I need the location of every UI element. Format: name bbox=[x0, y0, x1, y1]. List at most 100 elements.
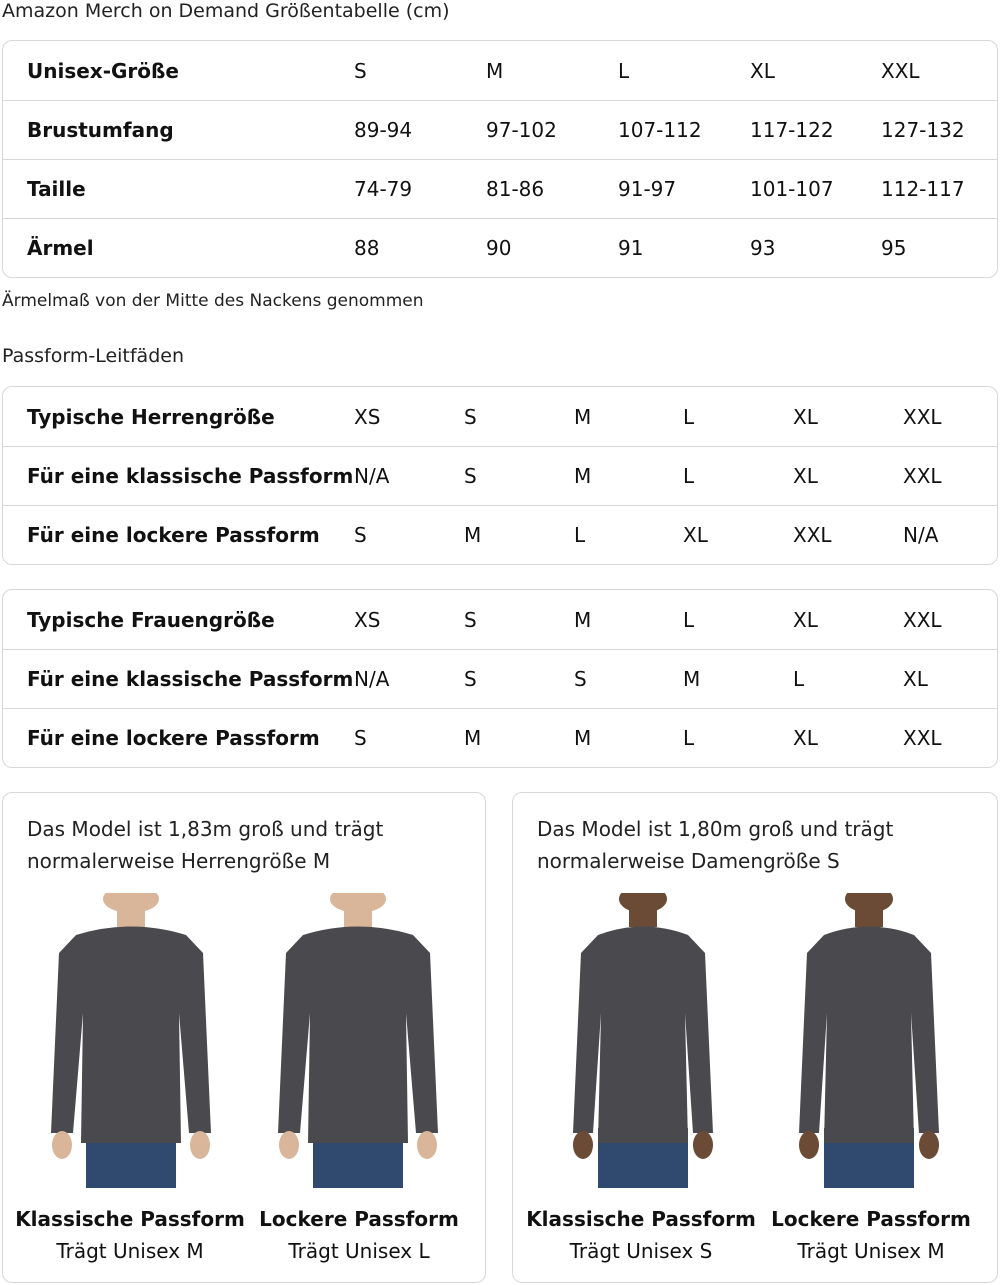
table-cell: XXL bbox=[903, 404, 942, 429]
table-cell: M bbox=[574, 726, 592, 750]
fit-guide-title: Passform-Leitfäden bbox=[2, 345, 184, 367]
table-cell: XXL bbox=[903, 726, 942, 750]
table-cell: 101-107 bbox=[750, 177, 834, 201]
table-cell: L bbox=[618, 58, 630, 83]
row-label: Unisex-Größe bbox=[27, 58, 179, 83]
table-row: Für eine klassische Passform N/A S S M L XL bbox=[3, 649, 997, 708]
table-cell: M bbox=[464, 726, 482, 750]
table-cell: XS bbox=[354, 404, 381, 429]
table-cell: 107-112 bbox=[618, 118, 702, 142]
table-cell: XL bbox=[903, 667, 928, 691]
page-title: Amazon Merch on Demand Größentabelle (cm… bbox=[2, 0, 450, 22]
women-relaxed-fit-photo bbox=[769, 885, 969, 1188]
table-cell: S bbox=[464, 464, 477, 488]
caption: Lockere Passform Trägt Unisex L bbox=[244, 1203, 474, 1267]
table-cell: 91-97 bbox=[618, 177, 677, 201]
women-model-card: Das Model ist 1,80m groß und trägt norma… bbox=[512, 792, 998, 1283]
long-sleeve-shirt bbox=[51, 926, 211, 1143]
wears-label: Trägt Unisex S bbox=[569, 1239, 713, 1263]
hand bbox=[799, 1131, 819, 1159]
hand bbox=[573, 1131, 593, 1159]
women-classic-fit-photo bbox=[543, 885, 743, 1188]
table-cell: 81-86 bbox=[486, 177, 545, 201]
table-row: Taille 74-79 81-86 91-97 101-107 112-117 bbox=[3, 159, 997, 218]
table-row: Unisex-Größe S M L XL XXL bbox=[3, 41, 997, 100]
table-cell: 112-117 bbox=[881, 177, 965, 201]
men-relaxed-fit-photo bbox=[258, 885, 458, 1188]
table-cell: XXL bbox=[903, 607, 942, 632]
table-cell: L bbox=[683, 404, 695, 429]
table-cell: 89-94 bbox=[354, 118, 413, 142]
table-cell: N/A bbox=[354, 667, 390, 691]
neck bbox=[344, 903, 372, 927]
table-cell: XL bbox=[793, 464, 818, 488]
men-classic-fit-photo bbox=[31, 885, 231, 1188]
neck bbox=[117, 903, 145, 927]
men-model-card: Das Model ist 1,83m groß und trägt norma… bbox=[2, 792, 486, 1283]
long-sleeve-shirt bbox=[799, 926, 939, 1143]
fit-label: Lockere Passform bbox=[259, 1207, 459, 1231]
table-cell: S bbox=[354, 58, 367, 83]
neck bbox=[855, 903, 883, 927]
row-label: Für eine klassische Passform bbox=[27, 464, 354, 488]
table-cell: M bbox=[464, 523, 482, 547]
table-cell: XXL bbox=[793, 523, 832, 547]
hand bbox=[279, 1131, 299, 1159]
table-cell: 97-102 bbox=[486, 118, 557, 142]
table-row: Typische Herrengröße XS S M L XL XXL bbox=[3, 387, 997, 446]
table-cell: L bbox=[683, 464, 695, 488]
row-label: Für eine lockere Passform bbox=[27, 726, 320, 750]
table-cell: M bbox=[574, 404, 592, 429]
neck bbox=[629, 903, 657, 927]
table-cell: M bbox=[486, 58, 504, 83]
caption: Lockere Passform Trägt Unisex M bbox=[756, 1203, 986, 1267]
table-cell: S bbox=[464, 667, 477, 691]
wears-label: Trägt Unisex L bbox=[288, 1239, 430, 1263]
table-cell: XXL bbox=[881, 58, 920, 83]
table-cell: L bbox=[683, 726, 695, 750]
table-cell: M bbox=[683, 667, 701, 691]
table-cell: S bbox=[464, 404, 477, 429]
hand bbox=[919, 1131, 939, 1159]
table-cell: 90 bbox=[486, 236, 512, 260]
women-model-description: Das Model ist 1,80m groß und trägt norma… bbox=[537, 817, 894, 873]
long-sleeve-shirt bbox=[278, 926, 438, 1143]
table-cell: 88 bbox=[354, 236, 380, 260]
table-cell: XL bbox=[793, 404, 818, 429]
table-row: Typische Frauengröße XS S M L XL XXL bbox=[3, 590, 997, 649]
table-cell: 93 bbox=[750, 236, 776, 260]
row-label: Taille bbox=[27, 177, 86, 201]
table-cell: M bbox=[574, 464, 592, 488]
sleeve-note: Ärmelmaß von der Mitte des Nackens genom… bbox=[2, 291, 424, 311]
hand bbox=[693, 1131, 713, 1159]
table-cell: 74-79 bbox=[354, 177, 413, 201]
hand bbox=[52, 1131, 72, 1159]
table-cell: 127-132 bbox=[881, 118, 965, 142]
row-label: Brustumfang bbox=[27, 118, 174, 142]
caption: Klassische Passform Trägt Unisex M bbox=[15, 1203, 245, 1267]
size-table: Unisex-Größe S M L XL XXL Brustumfang 89-94 97-1… bbox=[2, 40, 998, 278]
long-sleeve-shirt bbox=[573, 926, 713, 1143]
table-cell: XL bbox=[750, 58, 775, 83]
row-label: Typische Frauengröße bbox=[27, 607, 275, 632]
fit-label: Klassische Passform bbox=[526, 1207, 756, 1231]
hand bbox=[417, 1131, 437, 1159]
fit-label: Lockere Passform bbox=[771, 1207, 971, 1231]
table-row: Für eine lockere Passform S M L XL XXL N/A bbox=[3, 505, 997, 564]
men-fit-table: Typische Herrengröße XS S M L XL XXL Für eine k… bbox=[2, 386, 998, 565]
table-cell: M bbox=[574, 607, 592, 632]
table-cell: XL bbox=[793, 726, 818, 750]
table-row: Brustumfang 89-94 97-102 107-112 117-122 127-… bbox=[3, 100, 997, 159]
table-cell: S bbox=[574, 667, 587, 691]
wears-label: Trägt Unisex M bbox=[797, 1239, 945, 1263]
table-row: Für eine lockere Passform S M M L XL XXL bbox=[3, 708, 997, 767]
row-label: Für eine lockere Passform bbox=[27, 523, 320, 547]
fit-label: Klassische Passform bbox=[15, 1207, 245, 1231]
wears-label: Trägt Unisex M bbox=[56, 1239, 204, 1263]
table-cell: XL bbox=[793, 607, 818, 632]
row-label: Für eine klassische Passform bbox=[27, 667, 354, 691]
table-cell: N/A bbox=[903, 523, 939, 547]
table-cell: XXL bbox=[903, 464, 942, 488]
table-row: Ärmel 88 90 91 93 95 bbox=[3, 218, 997, 277]
table-cell: 95 bbox=[881, 236, 907, 260]
